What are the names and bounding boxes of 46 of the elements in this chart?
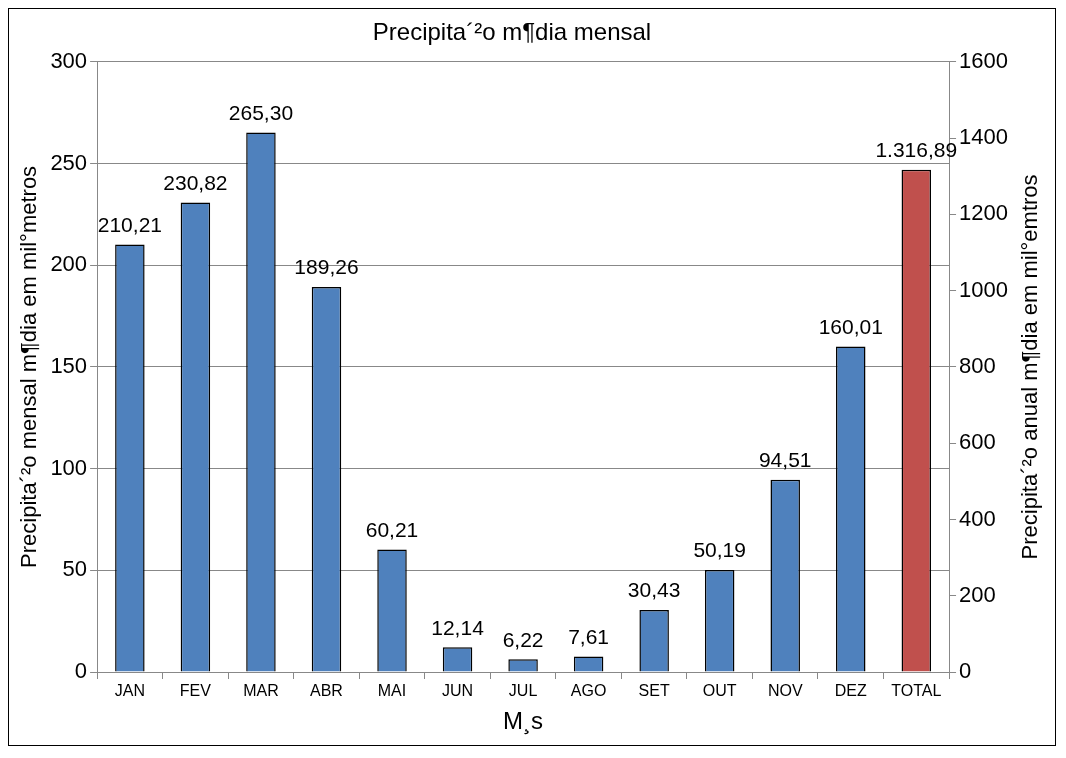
y2-tick-label: 600 <box>959 429 996 455</box>
data-label: 230,82 <box>163 170 228 194</box>
y-tick-label: 200 <box>50 251 88 277</box>
y-axis-title: Precipita´²o mensal m¶dia em mil°metros <box>16 165 42 568</box>
x-tick-label: ABR <box>310 682 343 700</box>
data-label: 189,26 <box>294 255 359 279</box>
y2-tick-label: 1200 <box>959 200 1009 226</box>
x-tick-label: MAI <box>377 682 407 700</box>
y2-tick-label: 1000 <box>959 276 1009 302</box>
y2-tick-label: 400 <box>959 505 996 531</box>
data-label: 7,61 <box>568 624 610 648</box>
x-tick-label: DEZ <box>834 682 867 700</box>
y2-tick-label: 0 <box>959 658 972 684</box>
y-tick-label: 100 <box>50 454 88 480</box>
data-label: 50,19 <box>693 538 746 562</box>
y-tick-label: 150 <box>50 352 88 378</box>
x-tick-label: JUL <box>508 682 538 700</box>
x-tick-label: NOV <box>767 682 803 700</box>
x-tick-label: MAR <box>243 682 279 700</box>
data-label: 60,21 <box>365 517 419 541</box>
data-label: 160,01 <box>818 314 883 338</box>
y2-tick-label: 200 <box>959 581 996 607</box>
x-tick-label: FEV <box>179 682 212 700</box>
x-tick-label: TOTAL <box>891 682 942 700</box>
y2-tick-label: 1600 <box>959 47 1009 73</box>
y2-tick-label: 1400 <box>959 124 1009 150</box>
data-label: 1.316,89 <box>875 138 958 162</box>
data-label: 94,51 <box>758 448 812 472</box>
y-tick-label: 50 <box>62 556 88 582</box>
y2-tick-label: 800 <box>959 352 996 378</box>
x-tick-label: OUT <box>702 682 737 700</box>
data-label: 12,14 <box>431 615 485 639</box>
x-axis-title: M¸s <box>503 707 544 736</box>
y2-axis-title: Precipita´²o anual m¶dia em mil°emtros <box>1017 174 1043 560</box>
x-tick-label: JUN <box>441 682 474 700</box>
data-label: 265,30 <box>228 100 294 124</box>
data-label: 6,22 <box>502 627 544 651</box>
y-tick-label: 0 <box>74 658 88 684</box>
x-tick-label: SET <box>638 682 670 700</box>
y-tick-label: 300 <box>50 47 88 73</box>
x-tick-label: JAN <box>114 682 145 700</box>
chart-title: Precipita´²o m¶dia mensal <box>372 18 652 46</box>
data-label: 30,43 <box>627 578 681 602</box>
y-tick-label: 250 <box>50 149 88 175</box>
data-label: 210,21 <box>97 212 162 236</box>
x-tick-label: AGO <box>570 682 607 700</box>
